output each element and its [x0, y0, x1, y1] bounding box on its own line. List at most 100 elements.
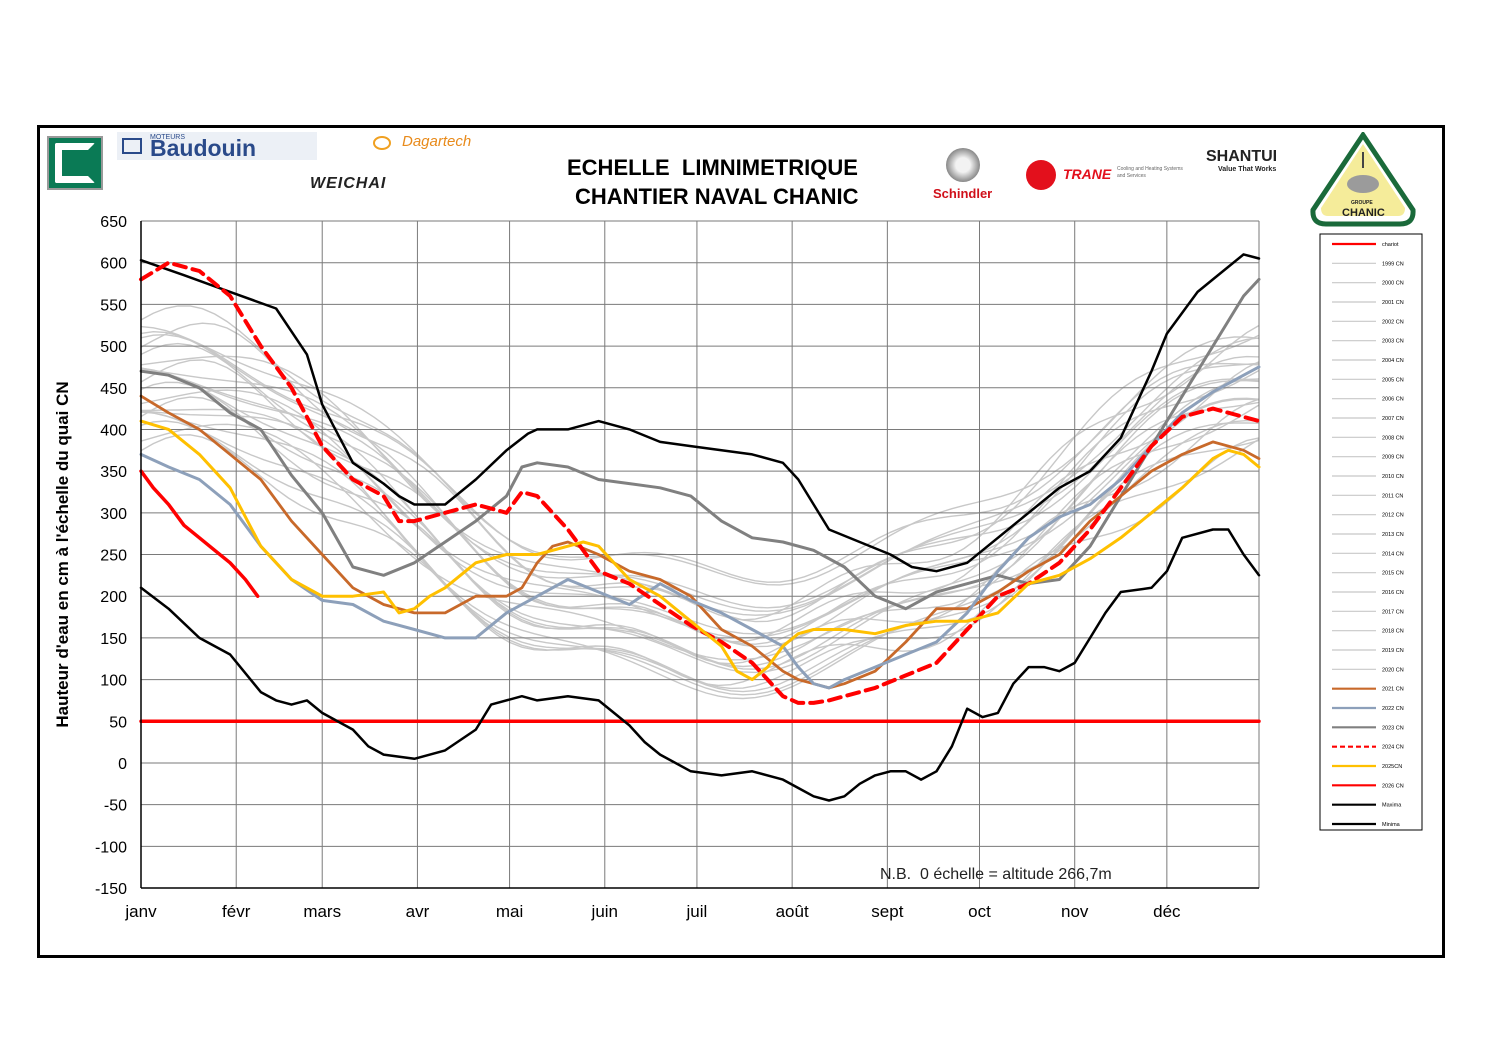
series-line-2026-cn — [139, 469, 260, 598]
legend-label: 2004 CN — [1382, 358, 1404, 364]
legend-label: Maxima — [1382, 803, 1402, 809]
schindler-icon — [946, 148, 980, 182]
weichai-logo-text: WEICHAI — [310, 175, 387, 192]
schindler-logo-text: Schindler — [933, 186, 993, 201]
y-tick-label: 650 — [100, 214, 127, 231]
y-tick-label: 300 — [100, 506, 127, 523]
legend-box — [1319, 233, 1423, 831]
y-tick-label: 600 — [100, 256, 127, 273]
x-tick-label: févr — [222, 902, 251, 921]
y-axis-label: Hauteur d'eau en cm à l'échelle du quai … — [53, 381, 72, 727]
legend: chariot 1999 CN 2000 CN 2001 CN 2002 CN 2003 … — [1319, 233, 1423, 831]
y-tick-label: 350 — [100, 464, 127, 481]
series-line-minima — [139, 528, 1261, 802]
series-line-2022-cn — [139, 365, 1261, 690]
legend-label: 2000 CN — [1382, 281, 1404, 287]
legend-label: 2017 CN — [1382, 609, 1404, 615]
legend-label: 2024 CN — [1382, 745, 1404, 751]
legend-label: 2001 CN — [1382, 300, 1404, 306]
legend-label: chariot — [1382, 242, 1399, 248]
x-tick-label: déc — [1153, 902, 1181, 921]
historical-series-line — [140, 381, 1260, 668]
legend-label: 1999 CN — [1382, 261, 1404, 267]
y-tick-label: 450 — [100, 381, 127, 398]
historical-series-line — [140, 420, 1260, 690]
chanic-shield-logo — [1310, 132, 1416, 227]
legend-label: 2008 CN — [1382, 435, 1404, 441]
x-tick-label: août — [776, 902, 809, 921]
axes: -150 -100 -50 0 50 100 150 200 250 300 350 400 450 50… — [53, 214, 1259, 921]
y-tick-label: 550 — [100, 297, 127, 314]
shantui-logo-text: SHANTUI — [1206, 148, 1278, 165]
x-tick-label: mai — [496, 902, 523, 921]
legend-label: 2010 CN — [1382, 474, 1404, 480]
dagartech-icon — [373, 136, 391, 150]
historical-series-line — [140, 367, 1260, 674]
y-tick-label: 250 — [100, 548, 127, 565]
chanic-shield-small: GROUPE — [1351, 200, 1373, 206]
legend-label: 2025CN — [1382, 764, 1402, 770]
legend-label: 2020 CN — [1382, 667, 1404, 673]
y-tick-label: -150 — [95, 881, 127, 898]
x-tick-label: sept — [871, 902, 903, 921]
legend-label: 2014 CN — [1382, 551, 1404, 557]
y-tick-label: 50 — [109, 714, 127, 731]
dagartech-logo-text: Dagartech — [402, 133, 472, 150]
series-line-2025cn — [139, 419, 1261, 682]
trane-tagline: Cooling and Heating Systems and Services — [1117, 166, 1183, 179]
trane-logo-text: TRANE — [1063, 166, 1112, 182]
chart-frame: -150 -100 -50 0 50 100 150 200 250 300 350 400 450 50… — [37, 125, 1445, 958]
y-tick-label: 0 — [118, 756, 127, 773]
chanic-c-logo — [47, 136, 103, 190]
historical-series-line — [140, 396, 1260, 665]
legend-label: 2019 CN — [1382, 648, 1404, 654]
chart-svg: -150 -100 -50 0 50 100 150 200 250 300 350 400 450 50… — [53, 214, 1423, 921]
trane-icon — [1026, 160, 1056, 190]
legend-label: 2023 CN — [1382, 725, 1404, 731]
shantui-tagline: Value That Works — [1218, 166, 1277, 173]
chart-title-line1: ECHELLE LIMNIMETRIQUE — [567, 155, 858, 180]
altitude-note: N.B. 0 échelle = altitude 266,7m — [880, 866, 1112, 883]
x-tick-label: mars — [303, 902, 341, 921]
legend-label: 2021 CN — [1382, 687, 1404, 693]
y-tick-label: 500 — [100, 339, 127, 356]
legend-label: 2003 CN — [1382, 339, 1404, 345]
legend-label: 2002 CN — [1382, 319, 1404, 325]
y-tick-label: -100 — [95, 839, 127, 856]
historical-series-line — [140, 325, 1260, 586]
legend-label: 2013 CN — [1382, 532, 1404, 538]
baudouin-logo-text: Baudouin — [150, 135, 257, 161]
baudouin-logo — [117, 132, 317, 160]
legend-label: 2026 CN — [1382, 783, 1404, 789]
historical-series-line — [140, 355, 1260, 612]
x-tick-label: nov — [1061, 902, 1089, 921]
historical-series-line — [140, 398, 1260, 700]
legend-label: 2011 CN — [1382, 493, 1403, 499]
x-tick-label: janv — [124, 902, 157, 921]
x-tick-label: juil — [686, 902, 708, 921]
grid — [140, 220, 1260, 889]
chanic-shield-text: CHANIC — [1342, 207, 1385, 219]
series-line-maxima — [139, 253, 1261, 573]
x-tick-label: avr — [406, 902, 430, 921]
x-tick-label: juin — [591, 902, 618, 921]
historical-series-line — [140, 367, 1260, 609]
series-layer — [139, 253, 1261, 802]
historical-series-line — [140, 410, 1260, 696]
legend-label: 2009 CN — [1382, 455, 1404, 461]
y-tick-label: 200 — [100, 589, 127, 606]
y-tick-label: 100 — [100, 673, 127, 690]
legend-label: 2015 CN — [1382, 571, 1404, 577]
historical-series-line — [140, 397, 1260, 635]
legend-label: 2016 CN — [1382, 590, 1404, 596]
historical-series-line — [140, 330, 1260, 648]
legend-label: Minima — [1382, 822, 1401, 828]
x-tick-label: oct — [968, 902, 991, 921]
y-tick-label: 400 — [100, 422, 127, 439]
y-tick-label: -50 — [104, 798, 127, 815]
legend-label: 2022 CN — [1382, 706, 1404, 712]
historical-series-line — [140, 337, 1260, 616]
historical-series-line — [140, 411, 1260, 693]
baudouin-small-text: MOTEURS — [150, 134, 185, 141]
legend-label: 2012 CN — [1382, 513, 1404, 519]
